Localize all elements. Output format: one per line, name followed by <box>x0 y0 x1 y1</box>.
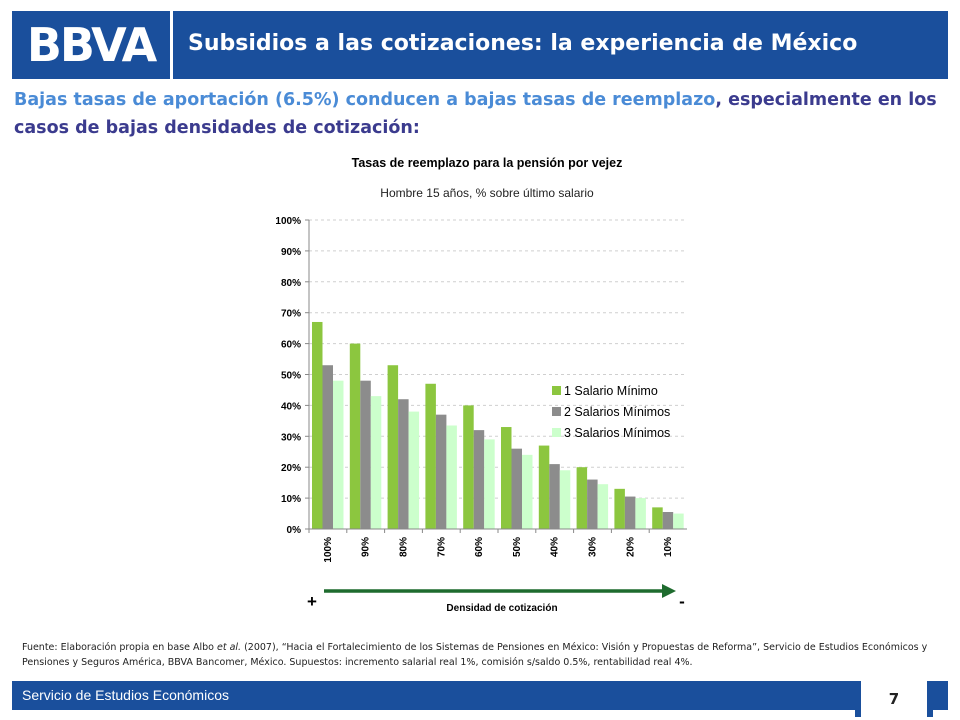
x-axis-label: Densidad de cotización <box>446 603 557 614</box>
bar-2-10% <box>662 512 674 529</box>
y-tick-label: 10% <box>281 494 301 505</box>
arrow-left-label: + <box>307 592 317 611</box>
bar-2-70% <box>435 414 447 529</box>
bar-3-30% <box>597 484 609 529</box>
bar-2-90% <box>360 380 371 529</box>
page-number: 7 <box>888 690 900 708</box>
arrow-head <box>662 584 676 598</box>
lead-highlight: Bajas tasas de aportación (6.5%) conduce… <box>14 90 716 110</box>
density-arrow: + - Densidad de cotización <box>307 584 685 614</box>
bbva-logo: BBVA <box>12 11 170 79</box>
replacement-rate-chart: Tasas de reemplazo para la pensión por v… <box>275 156 687 614</box>
bar-2-40% <box>549 464 560 529</box>
bar-3-80% <box>408 411 420 529</box>
slide-title: Subsidios a las cotizaciones: la experie… <box>188 31 858 56</box>
x-tick-label: 40% <box>550 537 561 557</box>
bar-3-90% <box>370 396 382 529</box>
bar-1-50% <box>501 427 512 529</box>
y-tick-label: 70% <box>281 309 301 320</box>
legend: 1 Salario Mínimo 2 Salarios Mínimos 3 Sala… <box>552 384 670 440</box>
y-axis-ticks: 0% 10% 20% 30% 40% 50% 60% 70% 80% 90% 100% <box>275 216 309 536</box>
chart-title: Tasas de reemplazo para la pensión por v… <box>352 156 623 170</box>
bar-2-100% <box>322 365 333 529</box>
bar-1-10% <box>652 507 663 529</box>
y-tick-label: 20% <box>281 463 301 474</box>
bar-1-90% <box>349 343 361 529</box>
lead-text: Bajas tasas de aportación (6.5%) conduce… <box>14 86 944 142</box>
arrow-right-label: - <box>679 592 685 611</box>
x-tick-label: 30% <box>588 537 599 557</box>
y-tick-label: 40% <box>281 401 301 412</box>
x-tick-label: 50% <box>512 537 523 557</box>
bar-1-20% <box>614 488 625 529</box>
y-tick-label: 0% <box>287 525 302 536</box>
footnote-prefix: Fuente: Elaboración propia en base Albo <box>22 642 217 653</box>
legend-swatch <box>552 428 561 437</box>
bar-3-70% <box>446 425 457 529</box>
x-axis-ticks: 100% 90% 80% 70% 60% 50% 40% 30% 20% 10% <box>308 529 674 563</box>
footnote-etal: et al. <box>216 642 242 653</box>
y-tick-label: 80% <box>281 278 301 289</box>
x-tick-label: 20% <box>625 537 636 557</box>
header-bar: BBVA Subsidios a las cotizaciones: la ex… <box>12 11 948 79</box>
footer-text: Servicio de Estudios Económicos <box>22 687 229 703</box>
logo-text: BBVA <box>26 18 157 72</box>
footer-bar: Servicio de Estudios Económicos <box>12 681 948 710</box>
x-tick-label: 60% <box>474 537 485 557</box>
x-tick-label: 90% <box>361 537 372 557</box>
bar-1-30% <box>576 467 588 529</box>
bar-3-20% <box>635 498 646 529</box>
y-tick-label: 60% <box>281 340 301 351</box>
x-tick-label: 70% <box>436 537 447 557</box>
y-tick-label: 90% <box>281 247 301 258</box>
page-number-badge: 7 <box>855 681 933 717</box>
lead-rest: , especialmente en los casos de bajas de… <box>14 90 937 138</box>
bar-1-70% <box>425 383 436 529</box>
bar-1-80% <box>387 365 399 529</box>
bar-1-60% <box>463 405 474 529</box>
bar-3-100% <box>333 380 344 529</box>
header-divider <box>170 11 173 79</box>
y-tick-label: 50% <box>281 371 301 382</box>
x-tick-label: 10% <box>663 537 674 557</box>
bar-2-20% <box>624 496 636 529</box>
legend-swatch <box>552 407 561 416</box>
bar-1-100% <box>312 321 323 529</box>
y-tick-label: 100% <box>275 216 301 227</box>
bar-2-50% <box>511 448 522 529</box>
bar-3-40% <box>559 470 571 529</box>
bar-2-80% <box>398 399 409 529</box>
legend-swatch <box>552 386 561 395</box>
bar-1-40% <box>538 445 550 529</box>
x-tick-label: 100% <box>323 537 334 563</box>
footnote-rest: (2007), “Hacia el Fortalecimiento de los… <box>22 642 928 668</box>
bar-3-60% <box>484 439 495 529</box>
bar-2-60% <box>473 430 485 529</box>
bar-2-30% <box>587 479 598 529</box>
legend-label: 3 Salarios Mínimos <box>564 426 670 440</box>
bars <box>312 321 684 529</box>
bar-3-50% <box>522 454 533 529</box>
chart-subtitle: Hombre 15 años, % sobre último salario <box>380 186 594 200</box>
source-footnote: Fuente: Elaboración propia en base Albo … <box>22 640 942 670</box>
x-tick-label: 80% <box>399 537 410 557</box>
legend-label: 2 Salarios Mínimos <box>564 405 670 419</box>
bar-3-10% <box>673 513 684 529</box>
y-tick-label: 30% <box>281 432 301 443</box>
legend-label: 1 Salario Mínimo <box>564 384 658 398</box>
